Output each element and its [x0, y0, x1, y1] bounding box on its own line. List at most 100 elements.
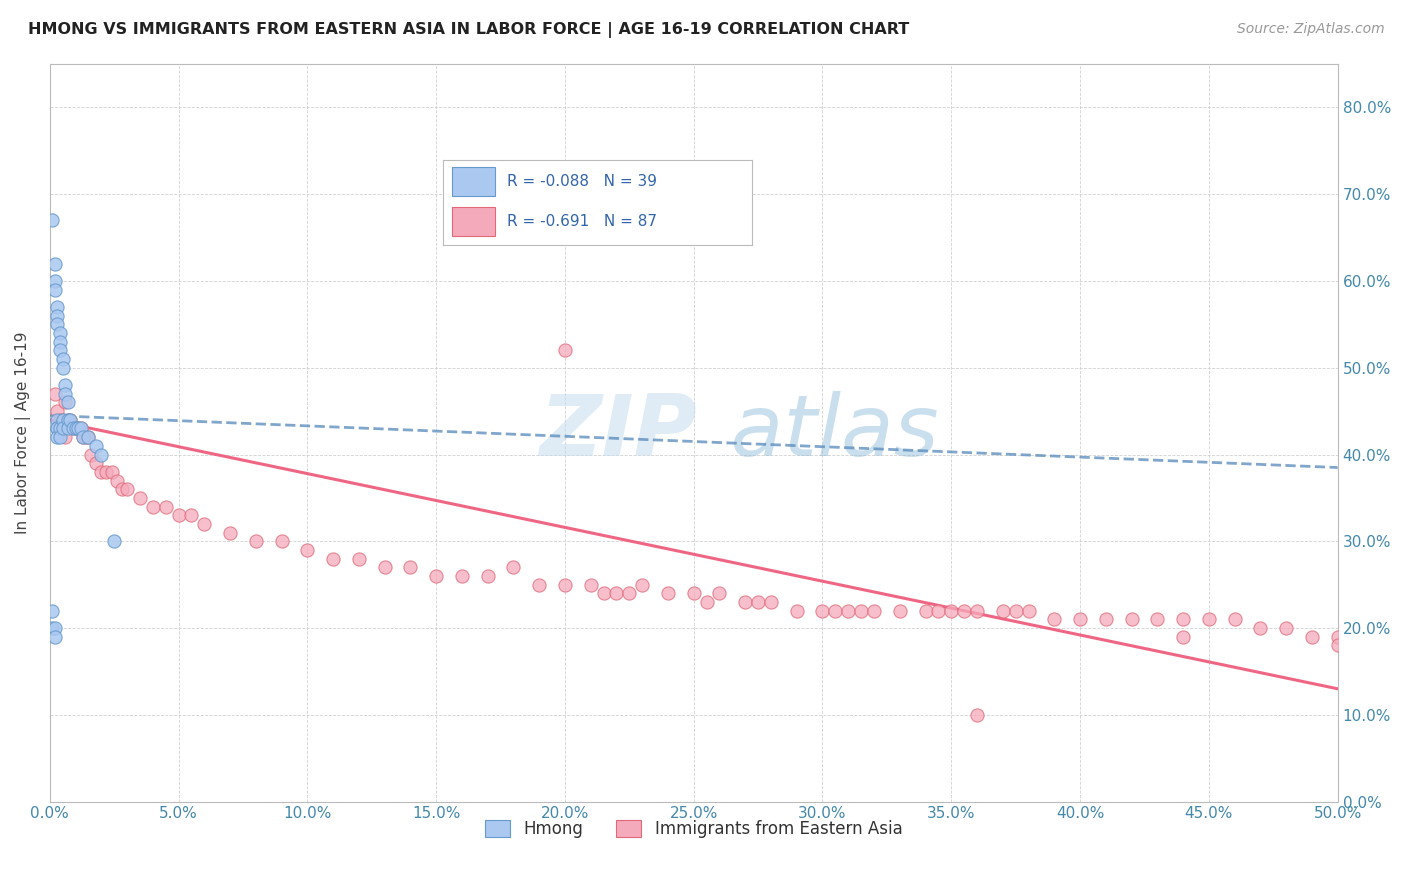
Point: [67, 421, 90, 435]
Point: [44, 283, 66, 297]
Point: [1249, 621, 1271, 635]
Point: [1223, 612, 1246, 626]
Point: [56, 413, 79, 427]
Point: [966, 707, 988, 722]
Point: [554, 577, 576, 591]
Point: [56, 413, 79, 427]
Text: atlas: atlas: [538, 392, 939, 475]
Point: [849, 604, 872, 618]
Point: [53, 395, 76, 409]
Point: [1326, 639, 1348, 653]
Y-axis label: In Labor Force | Age 16-19: In Labor Force | Age 16-19: [15, 332, 31, 534]
Point: [592, 586, 614, 600]
Point: [927, 604, 949, 618]
Point: [41, 604, 63, 618]
Point: [49, 413, 72, 427]
Point: [579, 577, 602, 591]
Point: [69, 421, 91, 435]
Point: [1146, 612, 1168, 626]
Point: [1171, 612, 1194, 626]
Point: [53, 378, 76, 392]
Point: [53, 386, 76, 401]
Point: [96, 465, 118, 479]
Point: [56, 421, 79, 435]
Point: [837, 604, 859, 618]
Point: [863, 604, 886, 618]
Point: [142, 500, 165, 514]
Point: [1043, 612, 1066, 626]
Point: [1301, 630, 1323, 644]
Point: [53, 430, 76, 444]
Point: [193, 516, 215, 531]
Point: [49, 430, 72, 444]
Point: [759, 595, 782, 609]
Point: [59, 413, 82, 427]
Point: [155, 500, 177, 514]
Point: [399, 560, 422, 574]
Point: [46, 430, 69, 444]
Point: [709, 586, 731, 600]
Legend: Hmong, Immigrants from Eastern Asia: Hmong, Immigrants from Eastern Asia: [478, 814, 910, 845]
Point: [527, 577, 550, 591]
Point: [52, 421, 75, 435]
Point: [84, 456, 107, 470]
Text: ZIP: ZIP: [538, 392, 697, 475]
Point: [167, 508, 190, 523]
Text: HMONG VS IMMIGRANTS FROM EASTERN ASIA IN LABOR FORCE | AGE 16-19 CORRELATION CHA: HMONG VS IMMIGRANTS FROM EASTERN ASIA IN…: [28, 22, 910, 38]
Point: [44, 630, 66, 644]
Point: [1094, 612, 1116, 626]
Point: [297, 543, 319, 558]
Point: [1121, 612, 1143, 626]
Point: [111, 482, 134, 496]
Point: [1069, 612, 1091, 626]
Point: [44, 274, 66, 288]
Point: [77, 430, 100, 444]
Point: [62, 421, 84, 435]
Point: [1198, 612, 1220, 626]
Point: [270, 534, 292, 549]
Point: [889, 604, 911, 618]
Point: [1004, 604, 1026, 618]
Point: [65, 421, 87, 435]
Point: [46, 300, 69, 314]
Point: [502, 560, 524, 574]
Point: [84, 439, 107, 453]
Point: [80, 448, 103, 462]
Point: [46, 309, 69, 323]
Point: [65, 421, 87, 435]
Point: [77, 430, 100, 444]
Point: [41, 213, 63, 227]
Text: Source: ZipAtlas.com: Source: ZipAtlas.com: [1237, 22, 1385, 37]
Point: [451, 569, 474, 583]
Point: [100, 465, 122, 479]
Point: [90, 465, 112, 479]
Point: [52, 413, 75, 427]
Point: [374, 560, 396, 574]
Point: [72, 430, 94, 444]
Point: [1326, 630, 1348, 644]
Point: [786, 604, 808, 618]
Point: [605, 586, 627, 600]
Point: [180, 508, 202, 523]
Point: [90, 448, 112, 462]
Point: [129, 491, 152, 505]
Point: [46, 421, 69, 435]
Point: [219, 525, 242, 540]
Point: [105, 474, 128, 488]
Point: [44, 621, 66, 635]
Point: [747, 595, 769, 609]
Point: [824, 604, 846, 618]
Point: [49, 334, 72, 349]
Point: [696, 595, 718, 609]
Point: [67, 421, 90, 435]
Point: [1018, 604, 1040, 618]
Point: [991, 604, 1014, 618]
Point: [75, 430, 97, 444]
Point: [52, 413, 75, 427]
Point: [52, 360, 75, 375]
Point: [56, 395, 79, 409]
Point: [41, 621, 63, 635]
Point: [69, 421, 91, 435]
Point: [966, 604, 988, 618]
Point: [72, 430, 94, 444]
